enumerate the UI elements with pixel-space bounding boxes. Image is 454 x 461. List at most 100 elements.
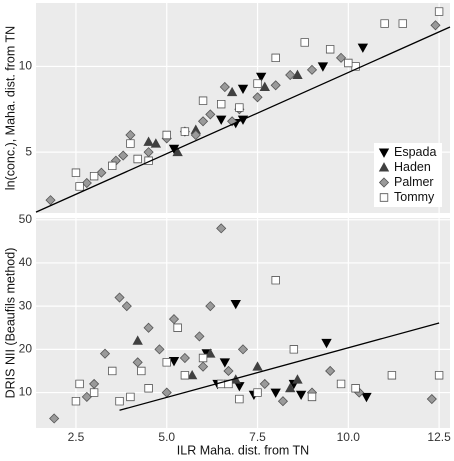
point bbox=[235, 103, 244, 112]
point bbox=[143, 322, 154, 333]
point bbox=[162, 358, 171, 367]
legend-label: Tommy bbox=[394, 190, 435, 204]
point bbox=[137, 366, 146, 376]
point bbox=[259, 378, 270, 389]
point bbox=[223, 365, 234, 377]
x-axis-label: ILR Maha. dist. from TN bbox=[177, 443, 309, 457]
point bbox=[143, 136, 154, 146]
point bbox=[351, 384, 360, 393]
x-tick-label: 7.5 bbox=[249, 430, 266, 444]
legend-marker bbox=[378, 162, 390, 172]
point bbox=[89, 171, 99, 181]
point bbox=[168, 357, 180, 367]
point bbox=[325, 45, 335, 54]
point bbox=[179, 352, 190, 364]
point bbox=[205, 348, 216, 358]
point bbox=[336, 379, 346, 389]
point bbox=[108, 161, 117, 171]
point bbox=[180, 127, 190, 136]
point bbox=[344, 58, 353, 68]
point bbox=[49, 413, 60, 424]
point bbox=[335, 52, 347, 63]
point bbox=[361, 392, 372, 403]
y-axis-label: ln(conc.), Maha. dist. from TN bbox=[3, 26, 17, 190]
point bbox=[81, 177, 92, 189]
point bbox=[253, 79, 262, 88]
point bbox=[398, 19, 407, 28]
point bbox=[121, 301, 132, 312]
fit-line bbox=[119, 322, 440, 411]
point bbox=[387, 371, 397, 380]
point bbox=[219, 358, 231, 368]
point bbox=[118, 150, 129, 161]
point bbox=[285, 69, 296, 81]
point bbox=[321, 338, 332, 349]
point bbox=[289, 345, 299, 354]
point bbox=[197, 361, 209, 372]
point bbox=[292, 69, 303, 79]
point bbox=[108, 366, 117, 376]
point bbox=[292, 374, 303, 384]
point bbox=[180, 371, 190, 380]
y-tick-label: 20 bbox=[19, 342, 33, 356]
fit-line bbox=[35, 26, 451, 213]
point bbox=[173, 323, 182, 332]
legend-label: Haden bbox=[394, 160, 431, 174]
point bbox=[434, 371, 444, 380]
point bbox=[133, 154, 142, 164]
x-tick-label: 2.5 bbox=[68, 430, 85, 444]
y-tick-label: 40 bbox=[19, 255, 33, 269]
point bbox=[194, 331, 205, 342]
point bbox=[307, 392, 317, 402]
point bbox=[295, 390, 307, 401]
point bbox=[162, 130, 171, 140]
point bbox=[205, 301, 216, 312]
point bbox=[75, 379, 84, 389]
point bbox=[259, 81, 270, 91]
legend-label: Espada bbox=[394, 145, 436, 159]
legend-marker bbox=[378, 148, 390, 158]
point bbox=[277, 396, 289, 407]
point bbox=[270, 80, 281, 91]
point bbox=[237, 84, 249, 95]
point bbox=[154, 344, 165, 355]
y-tick-label: 50 bbox=[19, 212, 33, 226]
point bbox=[186, 369, 198, 380]
point bbox=[230, 299, 241, 310]
point bbox=[198, 353, 208, 363]
point bbox=[96, 167, 107, 178]
legend-marker bbox=[378, 177, 390, 188]
point bbox=[150, 138, 162, 148]
point bbox=[198, 96, 208, 105]
point bbox=[126, 139, 135, 148]
point bbox=[89, 388, 99, 397]
point bbox=[270, 388, 281, 398]
point bbox=[190, 129, 201, 141]
point bbox=[271, 276, 280, 285]
y-tick-label: 10 bbox=[19, 59, 33, 73]
point bbox=[197, 116, 209, 127]
point bbox=[252, 361, 263, 371]
legend-label: Palmer bbox=[394, 175, 434, 189]
point bbox=[317, 62, 329, 72]
point bbox=[325, 365, 336, 377]
point bbox=[237, 344, 249, 355]
x-tick-label: 12.5 bbox=[427, 430, 451, 444]
point bbox=[235, 394, 244, 404]
point bbox=[115, 397, 124, 406]
x-tick-label: 10.0 bbox=[337, 430, 361, 444]
y-axis-label: DRIS NII (Beaufils method) bbox=[3, 248, 17, 399]
point bbox=[216, 223, 227, 234]
point bbox=[144, 384, 153, 393]
point bbox=[255, 72, 267, 83]
point bbox=[132, 335, 143, 345]
point bbox=[357, 43, 369, 53]
point bbox=[306, 64, 318, 75]
point bbox=[434, 7, 444, 16]
point bbox=[114, 292, 125, 303]
legend-marker bbox=[379, 193, 389, 202]
y-tick-label: 10 bbox=[19, 385, 33, 399]
point bbox=[426, 393, 437, 405]
point bbox=[75, 182, 84, 191]
